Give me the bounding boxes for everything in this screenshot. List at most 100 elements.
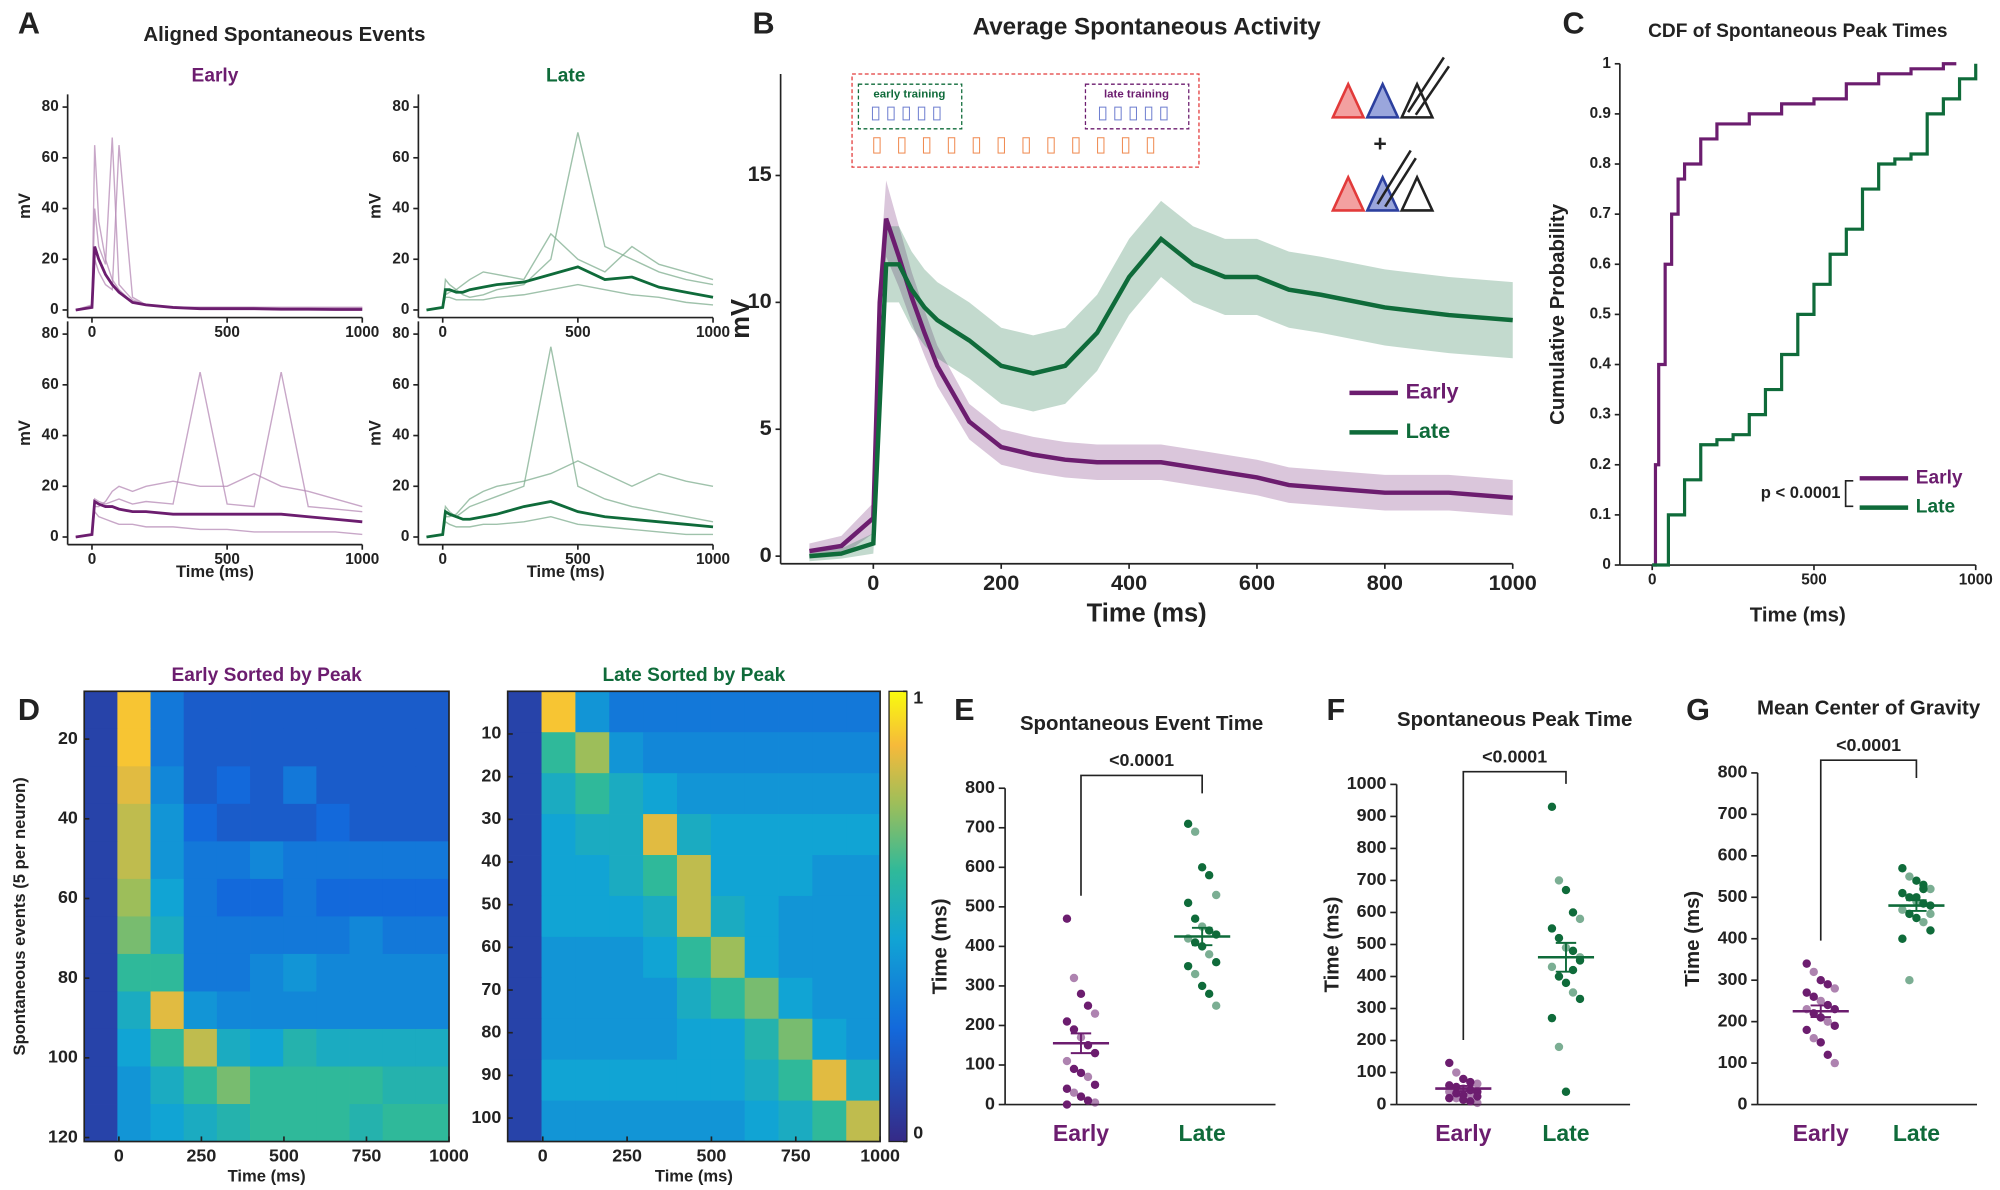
heatmap-cell <box>216 728 251 767</box>
x-tick-label: 1000 <box>429 1146 469 1166</box>
x-tick-label: 500 <box>1801 571 1827 588</box>
data-point <box>1069 1064 1079 1074</box>
heatmap-cell <box>415 728 450 767</box>
heatmap-cell <box>117 878 151 917</box>
y-axis-label: mV <box>366 420 385 446</box>
heatmap-cell <box>676 895 712 938</box>
heatmap-cell <box>676 691 712 733</box>
heatmap-cell <box>349 953 384 992</box>
heatmap-cell <box>778 977 813 1020</box>
annotation: <0.0001 <box>1836 735 1901 755</box>
heatmap-cell <box>283 766 317 805</box>
y-tick-label: 40 <box>42 200 59 217</box>
y-tick-label: 40 <box>58 808 78 828</box>
y-tick-label: 700 <box>965 816 995 836</box>
y-axis-label: Spontaneous events (5 per neuron) <box>10 777 29 1055</box>
y-tick-label: 0 <box>760 542 772 567</box>
data-point <box>1919 917 1928 927</box>
heatmap-cell <box>676 1059 712 1101</box>
heatmap-cell <box>744 855 779 897</box>
heatmap-cell <box>541 814 576 856</box>
data-point <box>1554 933 1564 943</box>
y-tick-label: 0 <box>50 528 59 545</box>
heatmap-cell <box>609 732 644 774</box>
data-point <box>1452 1093 1461 1103</box>
pulse <box>972 137 981 154</box>
heatmap-cell <box>541 855 576 897</box>
heatmap-cell <box>183 953 218 992</box>
heatmap-cell <box>575 691 610 733</box>
inset-label: late training <box>1104 88 1169 100</box>
heatmap-cell <box>283 803 317 842</box>
data-point <box>1898 864 1907 873</box>
data-point <box>1062 1056 1072 1066</box>
data-point <box>1197 863 1207 872</box>
heatmap-cell <box>846 936 881 979</box>
heatmap-cell <box>150 878 185 917</box>
heatmap-cell <box>507 1018 542 1061</box>
heatmap-cell <box>846 732 881 774</box>
data-point <box>1466 1077 1475 1087</box>
heatmap-cell <box>643 814 678 856</box>
data-point <box>1554 972 1564 981</box>
heatmap-cell <box>846 977 881 1020</box>
significance-bracket <box>1819 759 1918 941</box>
sem-bar <box>1906 899 1927 912</box>
heatmap-cell <box>349 841 384 880</box>
heatmap-cell <box>643 936 678 979</box>
heatmap-cell <box>643 977 678 1020</box>
x-tick-label: 500 <box>565 324 591 341</box>
y-tick-label: 80 <box>392 325 409 342</box>
mean-trace <box>75 499 363 539</box>
plot-frame <box>506 690 881 1143</box>
pulse <box>873 137 881 154</box>
heatmap-cell <box>575 936 610 979</box>
data-point <box>1554 876 1564 885</box>
y-tick-label: 0 <box>1377 1093 1387 1113</box>
data-point <box>1445 1058 1454 1068</box>
heatmap-cell <box>250 1028 284 1067</box>
heatmap-cell <box>84 953 118 992</box>
heatmap-cell <box>216 766 251 805</box>
heatmap-cell <box>216 841 251 880</box>
heatmap-cell <box>812 1100 847 1142</box>
heatmap-cell <box>349 1104 384 1142</box>
heatmap-cell <box>643 773 678 815</box>
x-axis-label: Time (ms) <box>655 1167 733 1186</box>
heatmap-cell <box>676 1018 712 1061</box>
heatmap-cell <box>183 803 218 842</box>
y-axis-label: Time (ms) <box>1682 891 1704 987</box>
chart-title: CDF of Spontaneous Peak Times <box>1648 21 1947 42</box>
heatmap-cell <box>643 1100 678 1142</box>
x-tick-label: 0 <box>114 1146 124 1166</box>
data-point <box>1830 984 1839 993</box>
y-tick-label: 40 <box>481 851 501 871</box>
x-tick-label: 800 <box>1367 570 1403 595</box>
heatmap-cell <box>710 936 746 979</box>
heatmap-cell <box>150 1104 185 1142</box>
series-line <box>809 235 1513 559</box>
heatmap-cell <box>812 855 847 897</box>
heatmap-cell <box>250 1104 284 1142</box>
heatmap-cell <box>84 691 118 730</box>
heatmap-cell <box>676 814 712 856</box>
y-tick-label: 10 <box>748 288 772 313</box>
data-point <box>1076 1092 1086 1101</box>
data-point <box>1926 926 1935 935</box>
heatmap-cell <box>349 766 384 805</box>
heatmap-cell <box>710 895 746 938</box>
y-tick-label: 10 <box>481 723 501 743</box>
data-point <box>1830 1058 1839 1068</box>
panel-letter: F <box>1327 693 1346 727</box>
heatmap-cell <box>250 691 284 730</box>
heatmap-cell <box>316 991 350 1030</box>
heatmap-cell <box>710 1018 746 1061</box>
heatmap-cell <box>316 691 350 730</box>
trace <box>75 472 363 538</box>
y-tick-label: 300 <box>965 975 995 995</box>
data-point <box>1204 871 1214 880</box>
heatmap-cell <box>507 936 542 979</box>
heatmap-cell <box>150 728 185 767</box>
heatmap-cell <box>316 1066 350 1105</box>
